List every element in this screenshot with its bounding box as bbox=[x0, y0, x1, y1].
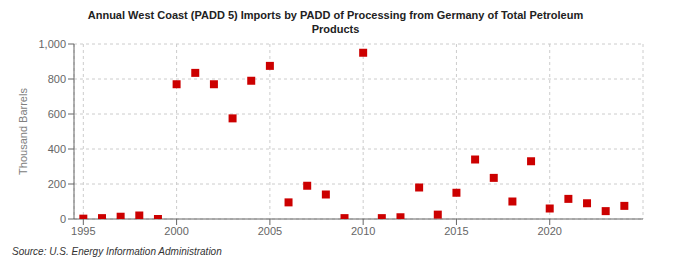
svg-text:200: 200 bbox=[48, 178, 66, 190]
html-text:Annual West Coast (PADD 5) Imp: Annual West Coast (PADD 5) Imports by PA… bbox=[87, 9, 584, 21]
svg-text:2000: 2000 bbox=[164, 225, 188, 237]
svg-text:800: 800 bbox=[48, 73, 66, 85]
svg-text:400: 400 bbox=[48, 143, 66, 155]
svg-text:600: 600 bbox=[48, 108, 66, 120]
html-text:Source: U.S. Energy Informatio: Source: U.S. Energy Information Administ… bbox=[12, 246, 222, 257]
svg-text:2010: 2010 bbox=[351, 225, 375, 237]
svg-text:2005: 2005 bbox=[258, 225, 282, 237]
html-text:Products: Products bbox=[311, 23, 360, 35]
svg-text:1,000: 1,000 bbox=[38, 38, 66, 50]
svg-text:2015: 2015 bbox=[444, 225, 468, 237]
svg-text:2020: 2020 bbox=[537, 225, 561, 237]
svg-text:1995: 1995 bbox=[71, 225, 95, 237]
svg-text:0: 0 bbox=[60, 213, 66, 225]
svg-text:Thousand Barrels: Thousand Barrels bbox=[17, 88, 29, 175]
